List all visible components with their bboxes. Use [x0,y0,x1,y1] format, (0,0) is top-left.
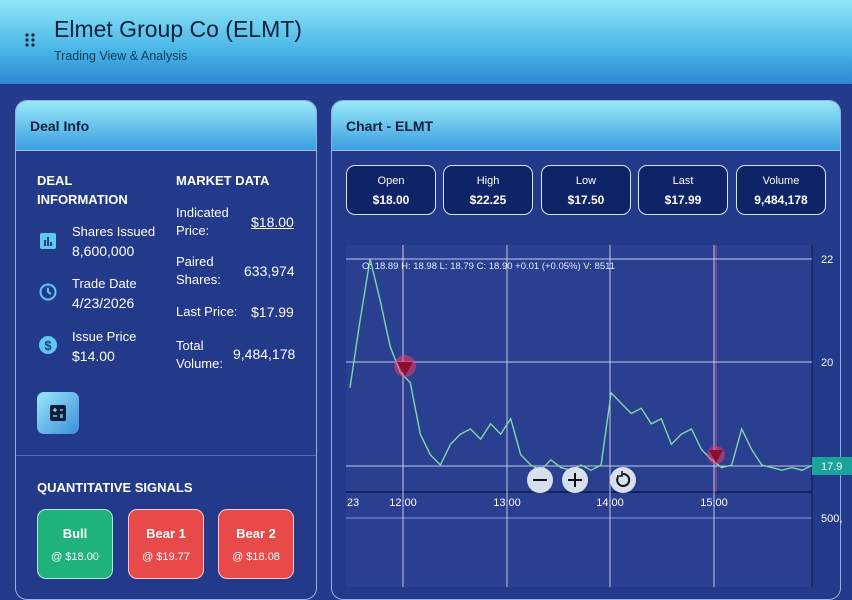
stat-label: Last [672,175,694,187]
stat-label: Open [377,175,405,187]
panel-header: Deal Info [16,101,316,151]
stat-value: $18.00 [372,193,410,207]
last-price-badge [812,457,852,475]
time-tick-label: 23 [347,497,359,509]
stat-label: High [476,175,500,187]
chart-area [346,245,812,587]
market-value: 633,974 [244,263,295,279]
stat-box: High $22.25 [443,165,533,215]
zoom-in[interactable] [562,467,588,493]
market-value: $17.99 [251,304,294,320]
ohlc-legend: O: 18.89 H: 18.98 L: 18.79 C: 18.90 +0.0… [362,261,615,272]
volume-tick-label: 500, [821,513,842,525]
price-chart: 22 20 23 12:00 13:00 14:00 15:00 O: 18.89 H: 1… [346,245,852,587]
stat-value: $17.99 [664,193,702,207]
market-label: Total Volume: [176,338,223,371]
price-tick-label: 20 [821,357,833,369]
dollar-icon: $ [39,336,57,354]
market-value: 9,484,178 [233,346,296,362]
signal-button[interactable]: Bull @ $18.00 [37,509,113,579]
section-heading: MARKET DATA [176,173,270,188]
time-tick-label: 12:00 [389,497,417,509]
calculator-icon [50,405,66,421]
panel-title: Deal Info [30,118,90,134]
panel-header: Chart - ELMT [332,101,840,151]
stat-value: $17.50 [567,193,605,207]
signal-price: @ $18.08 [232,551,280,563]
stat-value: 9,484,178 [754,193,808,207]
panel-title: Chart - ELMT [346,118,434,134]
market-label: Last Price: [176,304,238,319]
zoom-out[interactable] [527,467,553,493]
item-label: Issue Price [72,329,137,344]
stat-box: Open $18.00 [346,165,436,215]
signal-name: Bull [62,526,88,541]
market-value[interactable]: $18.00 [251,214,294,230]
item-label: Shares Issued [72,224,156,239]
calculator-button[interactable] [37,392,79,434]
item-value: 8,600,000 [72,243,135,259]
drag-handle[interactable] [25,33,37,47]
clock-icon [39,283,57,301]
price-tick-label: 22 [821,254,833,266]
item-value: $14.00 [72,348,115,364]
app-subtitle: Trading View & Analysis [54,49,188,63]
signal-name: Bear 2 [236,526,276,541]
signal-button[interactable]: Bear 2 @ $18.08 [218,509,294,579]
stat-box: Low $17.50 [541,165,631,215]
time-tick-label: 14:00 [596,497,624,509]
signal-button[interactable]: Bear 1 @ $19.77 [128,509,204,579]
stat-box: Last $17.99 [638,165,728,215]
stat-value: $22.25 [469,193,507,207]
app-title: Elmet Group Co (ELMT) [54,16,302,42]
chart-icon [40,233,56,249]
price-line [349,258,813,472]
stat-box: Volume 9,484,178 [736,165,826,215]
time-tick-label: 15:00 [700,497,728,509]
divider [16,455,316,456]
svg-text:$: $ [44,338,52,353]
app-header: Elmet Group Co (ELMT) Trading View & Ana… [0,0,852,84]
stat-label: Low [575,175,597,187]
item-label: Trade Date [72,276,137,291]
market-label: Paired Shares: [176,254,221,287]
item-value: 4/23/2026 [72,295,135,311]
stat-label: Volume [762,175,800,187]
time-tick-label: 13:00 [493,497,521,509]
signal-marker [397,362,413,376]
signal-name: Bear 1 [146,526,186,541]
last-price-label: 17.9 [821,461,842,473]
reset-zoom[interactable] [610,467,636,493]
market-label: Indicated Price: [176,205,229,238]
section-heading: DEAL INFORMATION [37,173,128,207]
signal-price: @ $19.77 [142,551,190,563]
signal-price: @ $18.00 [51,551,99,563]
signal-marker [709,450,723,463]
section-heading: QUANTITATIVE SIGNALS [37,480,193,495]
